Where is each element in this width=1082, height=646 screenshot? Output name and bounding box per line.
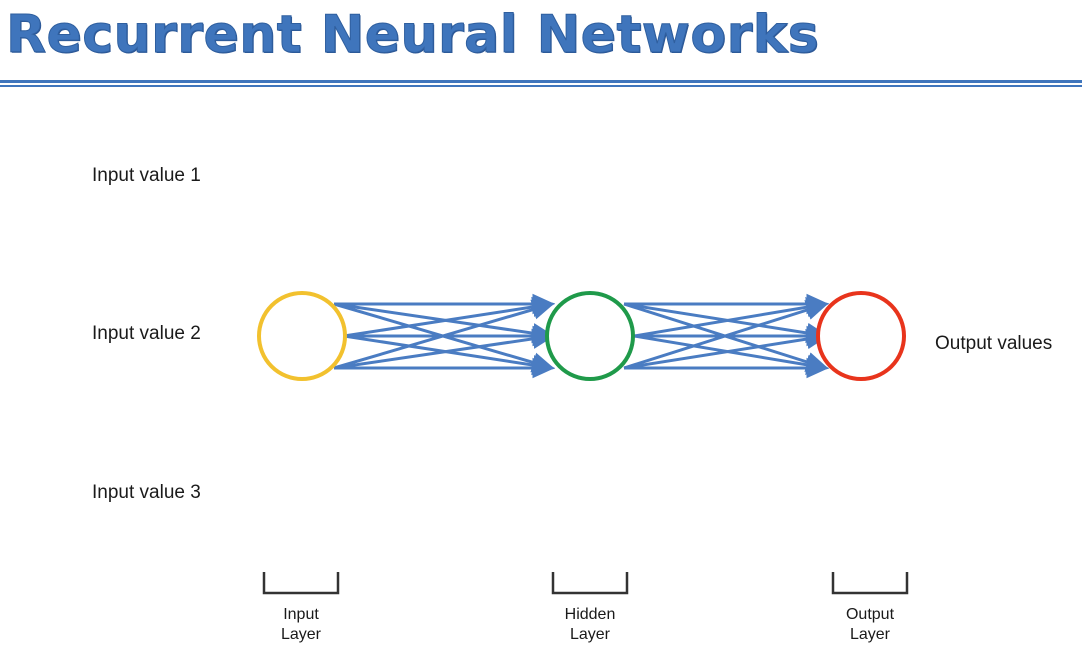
input-layer-label-line2: Layer: [280, 626, 322, 643]
output-values-label: Output values: [935, 333, 1053, 354]
input-layer-node: [257, 291, 347, 381]
input-value-1-label: Input value 1: [92, 165, 201, 186]
connection-arrow: [343, 296, 555, 338]
input-value-3-label: Input value 3: [92, 482, 201, 503]
hidden-layer-node: [545, 291, 635, 381]
title-underline: [0, 80, 1082, 88]
hidden-layer-label-line2: Layer: [569, 626, 611, 643]
input-layer-label: Input Layer: [256, 605, 346, 645]
output-layer-label: Output Layer: [825, 605, 915, 645]
connection-arrow: [623, 328, 829, 370]
connection-arrow: [333, 299, 555, 370]
input-layer-label-line1: Input: [283, 606, 319, 623]
input-value-2-label: Input value 2: [92, 323, 201, 344]
hidden-layer-label: Hidden Layer: [545, 605, 635, 645]
hidden-to-output-connections: [623, 293, 829, 379]
slide-title: Recurrent Neural Networks: [5, 5, 820, 66]
output-layer-label-line2: Layer: [849, 626, 891, 643]
output-layer-bracket: [831, 572, 909, 595]
output-layer-label-line1: Output: [845, 606, 895, 623]
connection-arrow: [633, 297, 829, 338]
connection-arrow: [333, 328, 555, 370]
hidden-layer-bracket: [551, 572, 629, 595]
output-layer-node: [816, 291, 906, 381]
connection-arrow: [623, 300, 829, 370]
hidden-layer-label-line1: Hidden: [564, 606, 616, 623]
input-to-hidden-connections: [333, 293, 555, 379]
input-layer-bracket: [262, 572, 340, 595]
